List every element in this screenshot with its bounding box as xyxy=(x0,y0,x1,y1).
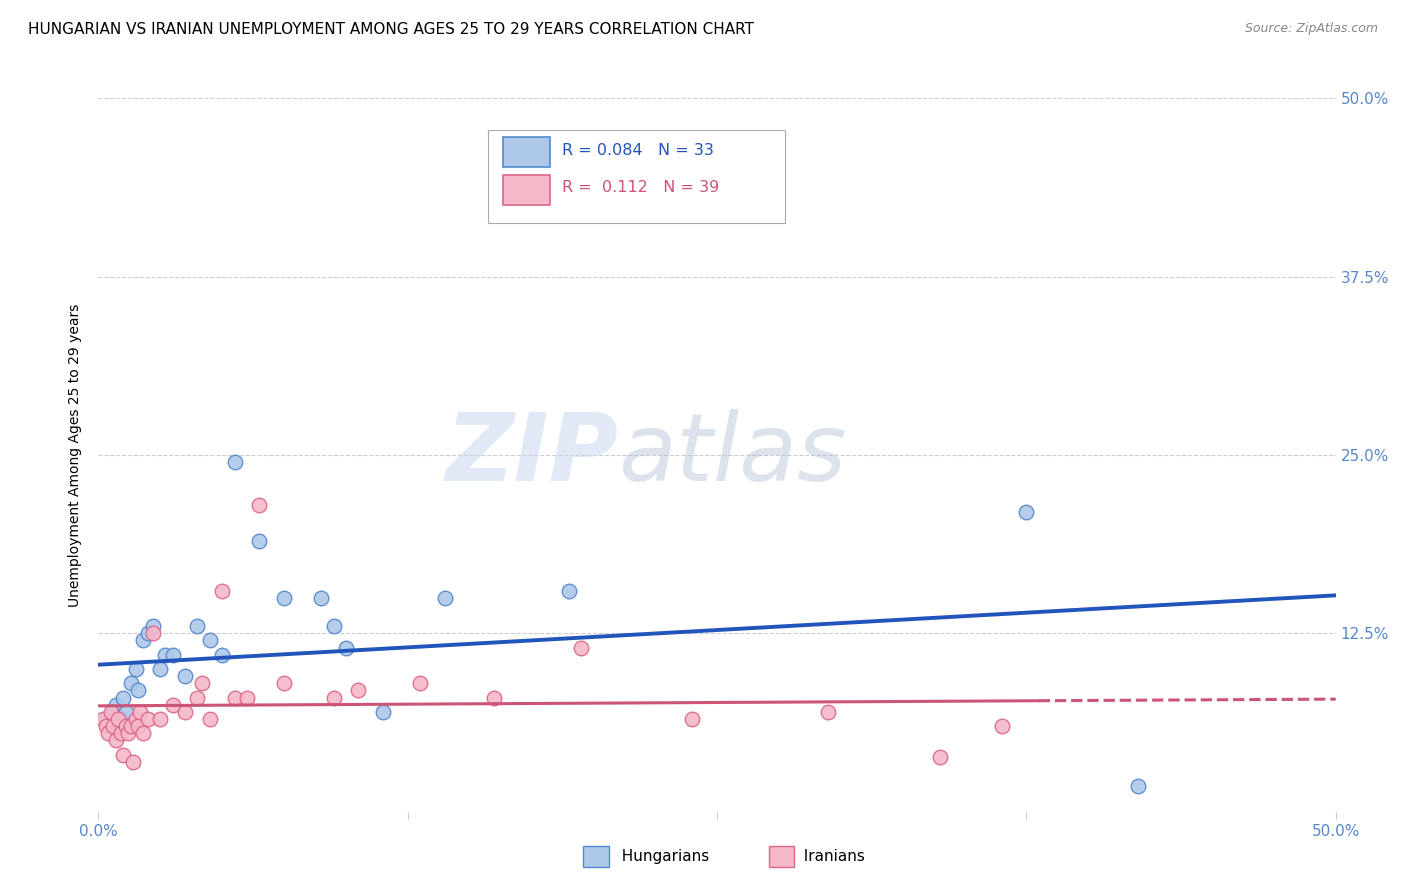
Point xyxy=(247,498,270,512)
Text: R =  0.112   N = 39: R = 0.112 N = 39 xyxy=(562,180,720,194)
Point xyxy=(112,690,135,705)
Point xyxy=(1015,505,1038,519)
Point xyxy=(569,640,592,655)
Point xyxy=(94,719,117,733)
Point xyxy=(928,750,950,764)
Point xyxy=(149,712,172,726)
Point xyxy=(149,662,172,676)
Point xyxy=(107,712,129,726)
Point xyxy=(186,690,208,705)
Point xyxy=(107,726,129,740)
Point xyxy=(124,712,146,726)
Point xyxy=(114,719,136,733)
Point xyxy=(132,726,155,740)
Point xyxy=(94,712,117,726)
Point xyxy=(103,719,125,733)
Point xyxy=(335,640,357,655)
Point xyxy=(322,690,344,705)
Point xyxy=(484,690,506,705)
Point xyxy=(103,705,125,719)
Point xyxy=(127,719,149,733)
Point xyxy=(122,755,145,769)
Point xyxy=(100,705,122,719)
Point xyxy=(433,591,456,605)
Point xyxy=(211,648,233,662)
Point xyxy=(186,619,208,633)
Point xyxy=(155,648,177,662)
Point xyxy=(309,591,332,605)
Point xyxy=(174,669,197,683)
Point xyxy=(273,591,295,605)
Text: Source: ZipAtlas.com: Source: ZipAtlas.com xyxy=(1244,22,1378,36)
FancyBboxPatch shape xyxy=(503,137,550,168)
Point xyxy=(174,705,197,719)
Point xyxy=(117,726,139,740)
Point xyxy=(127,683,149,698)
Text: R = 0.084   N = 33: R = 0.084 N = 33 xyxy=(562,143,714,158)
Point xyxy=(104,733,127,747)
FancyBboxPatch shape xyxy=(488,130,785,223)
Y-axis label: Unemployment Among Ages 25 to 29 years: Unemployment Among Ages 25 to 29 years xyxy=(69,303,83,607)
Point xyxy=(211,583,233,598)
Point xyxy=(142,619,165,633)
Point xyxy=(1126,779,1149,793)
Point xyxy=(114,705,136,719)
Point xyxy=(990,719,1012,733)
Point xyxy=(322,619,344,633)
Point xyxy=(247,533,270,548)
Point xyxy=(198,712,221,726)
Point xyxy=(557,583,579,598)
Point xyxy=(273,676,295,690)
Point xyxy=(224,690,246,705)
Point xyxy=(100,719,122,733)
FancyBboxPatch shape xyxy=(503,175,550,205)
Point xyxy=(224,455,246,469)
Point xyxy=(112,747,135,762)
Point xyxy=(191,676,214,690)
Point xyxy=(142,626,165,640)
Text: Iranians: Iranians xyxy=(794,849,865,863)
Text: HUNGARIAN VS IRANIAN UNEMPLOYMENT AMONG AGES 25 TO 29 YEARS CORRELATION CHART: HUNGARIAN VS IRANIAN UNEMPLOYMENT AMONG … xyxy=(28,22,754,37)
Point xyxy=(236,690,259,705)
Point xyxy=(120,676,142,690)
Point xyxy=(162,698,184,712)
Point xyxy=(162,648,184,662)
Point xyxy=(117,719,139,733)
Point xyxy=(110,712,132,726)
Point xyxy=(93,712,115,726)
Point xyxy=(371,705,394,719)
Point xyxy=(681,712,703,726)
Point xyxy=(124,662,146,676)
Point xyxy=(129,705,152,719)
Point xyxy=(104,698,127,712)
Point xyxy=(97,726,120,740)
Point xyxy=(110,726,132,740)
Point xyxy=(120,719,142,733)
Text: atlas: atlas xyxy=(619,409,846,500)
Point xyxy=(198,633,221,648)
Point xyxy=(136,626,159,640)
Text: Hungarians: Hungarians xyxy=(612,849,709,863)
Point xyxy=(409,676,432,690)
Point xyxy=(817,705,839,719)
Point xyxy=(347,683,370,698)
Point xyxy=(132,633,155,648)
Text: ZIP: ZIP xyxy=(446,409,619,501)
Point xyxy=(136,712,159,726)
